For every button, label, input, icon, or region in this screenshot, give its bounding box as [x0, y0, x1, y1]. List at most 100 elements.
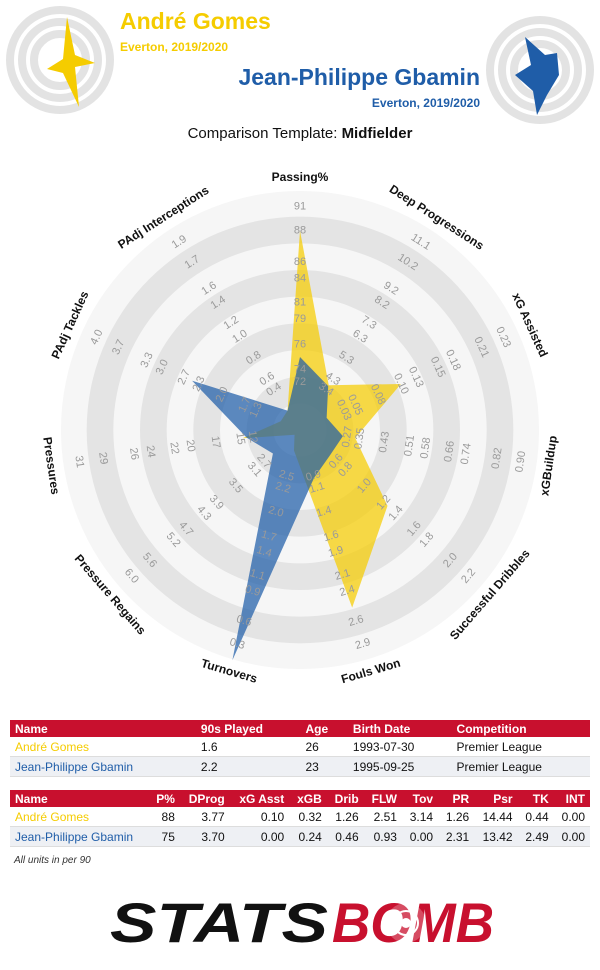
tick-label: 0.58 [418, 437, 433, 460]
table-cell: 2.49 [517, 826, 554, 847]
table-row: André Gomes 1.6 26 1993-07-30 Premier League [10, 737, 590, 757]
player1-name: André Gomes [120, 8, 271, 34]
tick-label: 2.0 [214, 385, 231, 404]
radar-chart: 727476798184868891Passing%3.44.35.36.37.… [40, 170, 560, 686]
column-header: DProg [179, 790, 230, 807]
table-cell: 23 [300, 756, 348, 777]
tick-label: 24 [144, 445, 158, 459]
tick-label: 3.0 [154, 358, 171, 377]
table-cell: 1995-09-25 [347, 756, 452, 777]
template-prefix: Comparison Template: [187, 125, 342, 142]
axis-label: Pressures [40, 436, 62, 496]
tick-label: 1.7 [236, 395, 253, 414]
tick-label: 2.6 [347, 613, 365, 629]
tick-label: 0.51 [402, 434, 417, 457]
tick-label: 0.27 [340, 425, 355, 448]
tick-label: 4.0 [88, 328, 105, 347]
tick-label: 1.1 [248, 567, 266, 583]
radar-outer-ring [59, 189, 541, 671]
table-cell: 14.44 [474, 807, 518, 827]
tick-label: 76 [294, 338, 306, 350]
tick-label: 12 [246, 430, 260, 444]
table-cell: 0.00 [553, 826, 590, 847]
tick-label: 91 [294, 201, 306, 213]
tick-label: 1.9 [327, 544, 345, 560]
table-cell: Premier League [451, 756, 590, 777]
player-info-table: Name 90s Played Age Birth Date Competition A… [10, 720, 590, 777]
tick-label: 2.0 [267, 504, 285, 520]
table-cell: 88 [148, 807, 180, 827]
column-header: Tov [401, 790, 439, 807]
statsbomb-logo: STATS BOMB [110, 892, 494, 952]
player2-name: Jean-Philippe Gbamin [238, 64, 480, 90]
tick-label: 1.4 [255, 544, 273, 560]
table-cell: 0.24 [289, 826, 327, 847]
tick-label: 0.43 [377, 431, 392, 454]
table-row: Jean-Philippe Gbamin 2.2 23 1995-09-25 Premi… [10, 756, 590, 777]
table-cell: Jean-Philippe Gbamin [10, 826, 149, 847]
table-cell: André Gomes [10, 807, 149, 827]
table-cell: 1.26 [438, 807, 475, 827]
tick-label: 1.6 [322, 528, 340, 544]
column-header: xGB [289, 790, 327, 807]
tick-label: 72 [294, 376, 306, 388]
template-value: Midfielder [341, 125, 413, 142]
column-header: TK [517, 790, 554, 807]
tick-label: 88 [294, 225, 306, 237]
table-cell: 1993-07-30 [347, 737, 452, 757]
table-cell: 0.46 [326, 826, 364, 847]
tick-label: 0.6 [235, 613, 253, 629]
table-cell: Jean-Philippe Gbamin [10, 756, 196, 777]
tick-label: 0.82 [490, 447, 505, 470]
tick-label: 0.9 [244, 583, 262, 599]
tick-label: 26 [127, 447, 141, 461]
column-header: PR [438, 790, 475, 807]
player1-badge [6, 6, 114, 114]
table-row: André Gomes 88 3.77 0.10 0.32 1.26 2.51 3.14 1.2… [10, 807, 590, 827]
tick-label: 1.7 [260, 528, 278, 544]
tick-label: 74 [294, 363, 306, 375]
tick-label: 79 [294, 313, 306, 325]
column-header: xG Asst [229, 790, 290, 807]
player-silhouette-icon [47, 17, 95, 107]
column-header: FLW [363, 790, 402, 807]
table-cell: 1.6 [195, 737, 301, 757]
tick-label: 84 [294, 273, 306, 285]
tick-label: 2.4 [338, 583, 356, 599]
tick-label: 0.3 [228, 636, 246, 652]
table-cell: 2.51 [363, 807, 402, 827]
tick-label: 3.7 [110, 338, 127, 357]
tick-label: 22 [167, 441, 181, 455]
player2-subtitle: Everton, 2019/2020 [371, 96, 480, 110]
player2-badge [486, 16, 594, 124]
table-cell: 2.31 [438, 826, 475, 847]
column-header: INT [553, 790, 590, 807]
table-cell: 0.93 [363, 826, 402, 847]
tick-label: 3.3 [138, 351, 155, 370]
table-cell: 3.14 [401, 807, 439, 827]
table-cell: 0.10 [229, 807, 290, 827]
comparison-template: Comparison Template: Midfielder [0, 125, 600, 142]
column-header: Name [10, 790, 149, 807]
player-silhouette-icon [515, 37, 559, 115]
table-cell: 3.77 [179, 807, 230, 827]
tick-label: 0.90 [513, 450, 528, 473]
tick-label: 2.9 [354, 636, 372, 652]
tick-label: 0.66 [442, 440, 457, 463]
tick-label: 0.9 [304, 468, 322, 484]
column-header: Psr [474, 790, 518, 807]
tick-label: 86 [294, 256, 306, 268]
tick-label: 1.1 [308, 480, 326, 496]
table-cell: 0.00 [553, 807, 590, 827]
table-row: Jean-Philippe Gbamin 75 3.70 0.00 0.24 0.46 0.… [10, 826, 590, 847]
tick-label: 2.1 [334, 567, 352, 583]
column-header: Name [10, 720, 196, 737]
tick-label: 0.74 [459, 442, 474, 465]
tick-label: 29 [96, 451, 110, 465]
table-cell: 13.42 [474, 826, 518, 847]
column-header: Drib [326, 790, 364, 807]
series-area-2 [192, 357, 343, 661]
tick-label: 2.3 [190, 374, 207, 393]
tick-label: 17 [209, 435, 223, 449]
tick-label: 1.4 [315, 504, 333, 520]
